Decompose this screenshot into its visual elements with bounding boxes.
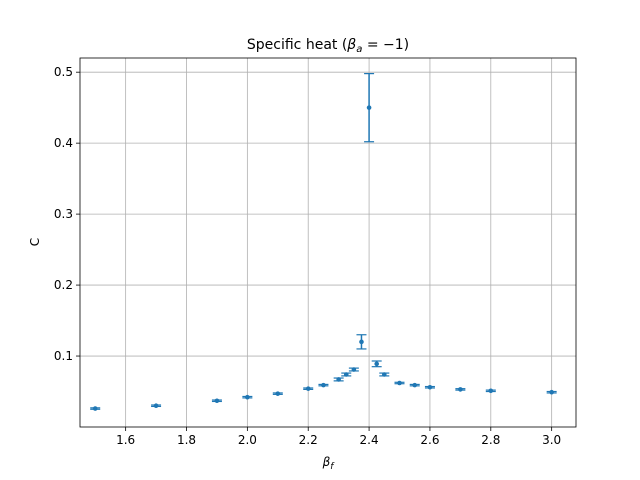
data-point bbox=[458, 387, 463, 392]
x-axis-label-beta: β bbox=[322, 455, 331, 469]
data-point bbox=[153, 403, 159, 409]
data-point-group bbox=[303, 386, 314, 391]
x-axis-label: βf bbox=[322, 455, 336, 472]
x-tick-label: 2.8 bbox=[481, 433, 500, 447]
data-point-group bbox=[151, 403, 162, 409]
data-point-group bbox=[90, 406, 101, 411]
data-point-group bbox=[424, 384, 435, 390]
data-point-group bbox=[272, 391, 283, 396]
axis-ticks: 1.6 1.8 2.0 2.2 2.4 2.6 2.8 3.0 0.1 0.2 0.3 0.4 0.5 bbox=[54, 65, 561, 447]
chart-title-beta-sub: a bbox=[356, 44, 362, 55]
x-tick-label: 2.4 bbox=[360, 433, 379, 447]
data-point-group bbox=[394, 380, 405, 386]
y-tick-label: 0.4 bbox=[54, 136, 73, 150]
data-point-group bbox=[356, 334, 367, 350]
grid bbox=[80, 58, 576, 427]
data-point-group bbox=[379, 372, 390, 377]
data-point bbox=[275, 391, 281, 396]
data-point bbox=[343, 372, 349, 377]
data-point-group bbox=[409, 382, 420, 388]
y-tick-label: 0.1 bbox=[54, 349, 73, 363]
x-axis-label-sub: f bbox=[330, 462, 335, 472]
data-point bbox=[321, 382, 326, 388]
x-tick-label: 2.2 bbox=[299, 433, 318, 447]
data-point-group bbox=[242, 394, 253, 400]
y-tick-label: 0.5 bbox=[54, 65, 73, 79]
data-point bbox=[549, 389, 554, 395]
x-tick-label: 1.8 bbox=[177, 433, 196, 447]
data-point bbox=[214, 398, 220, 404]
data-point bbox=[374, 361, 379, 367]
y-tick-label: 0.3 bbox=[54, 207, 73, 221]
data-point-group bbox=[333, 377, 344, 382]
data-point bbox=[397, 380, 402, 386]
data-point bbox=[381, 372, 387, 377]
data-point bbox=[305, 386, 311, 391]
data-point-group bbox=[546, 389, 557, 395]
data-point bbox=[359, 339, 364, 345]
chart-title: Specific heat (βa = −1) bbox=[247, 37, 409, 55]
data-point bbox=[92, 406, 98, 411]
chart-title-beta: β bbox=[346, 37, 356, 53]
data-point bbox=[245, 394, 250, 400]
y-tick-label: 0.2 bbox=[54, 278, 73, 292]
x-tick-label: 2.6 bbox=[420, 433, 439, 447]
data-point-group bbox=[341, 372, 352, 377]
data-point bbox=[336, 377, 341, 382]
x-tick-label: 1.6 bbox=[116, 433, 135, 447]
data-point bbox=[351, 367, 357, 372]
data-point bbox=[488, 388, 494, 394]
data-point-group bbox=[348, 367, 359, 372]
data-point bbox=[427, 384, 433, 390]
data-point-group bbox=[318, 382, 329, 388]
chart-title-prefix: Specific heat ( bbox=[247, 37, 347, 53]
x-tick-label: 3.0 bbox=[542, 433, 561, 447]
data-series bbox=[90, 73, 557, 411]
y-axis-label: C bbox=[28, 238, 42, 246]
x-tick-label: 2.0 bbox=[238, 433, 257, 447]
data-point-group bbox=[455, 387, 466, 392]
data-point-group bbox=[211, 398, 222, 404]
data-point bbox=[366, 105, 372, 110]
data-point-group bbox=[485, 388, 496, 394]
axes-frame bbox=[79, 57, 577, 428]
chart-title-suffix: = −1) bbox=[362, 37, 409, 53]
data-point bbox=[412, 382, 418, 388]
data-point-group bbox=[371, 360, 382, 368]
data-point-group bbox=[364, 73, 375, 143]
